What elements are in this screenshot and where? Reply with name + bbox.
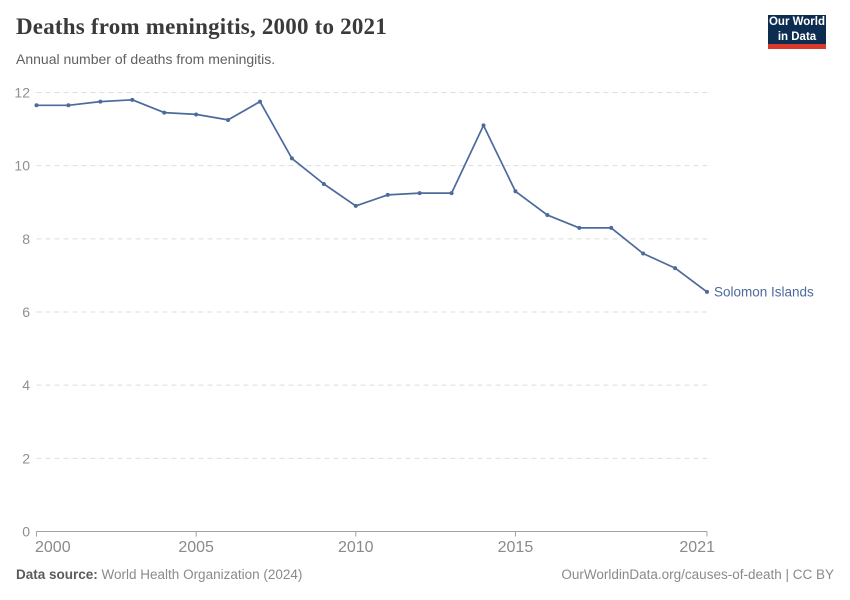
data-point[interactable] — [641, 251, 646, 256]
series-label[interactable]: Solomon Islands — [714, 284, 814, 299]
data-line[interactable] — [35, 98, 708, 293]
data-point[interactable] — [545, 213, 550, 218]
data-point[interactable] — [130, 97, 135, 102]
data-point[interactable] — [258, 99, 262, 104]
data-point[interactable] — [609, 225, 614, 230]
data-source-note: Data source: World Health Organization (… — [16, 567, 302, 582]
data-point[interactable] — [321, 181, 326, 186]
data-point[interactable] — [705, 289, 709, 294]
y-tick-label: 0 — [22, 524, 30, 540]
x-tick-label: 2000 — [35, 539, 71, 556]
data-point[interactable] — [577, 225, 582, 230]
data-point[interactable] — [481, 123, 486, 128]
data-point[interactable] — [673, 266, 678, 271]
data-source-label: Data source: — [16, 567, 98, 582]
x-tick-label: 2021 — [679, 539, 715, 556]
x-tick-label: 2015 — [498, 539, 534, 556]
data-point[interactable] — [449, 191, 454, 196]
x-tick-label: 2010 — [338, 539, 374, 556]
y-tick-label: 2 — [22, 450, 30, 466]
owid-logo-line2: in Data — [777, 30, 817, 43]
y-tick-label: 10 — [14, 158, 30, 174]
x-tick-label: 2005 — [178, 539, 214, 556]
data-point[interactable] — [98, 99, 103, 104]
data-source-value: World Health Organization (2024) — [97, 567, 303, 582]
data-point[interactable] — [194, 112, 199, 117]
y-tick-label: 6 — [22, 304, 30, 320]
y-tick-label: 8 — [22, 231, 30, 247]
data-point[interactable] — [162, 110, 167, 115]
data-point[interactable] — [289, 156, 294, 161]
data-point[interactable] — [226, 117, 231, 122]
owid-logo-line1: Our World — [768, 16, 825, 29]
data-point[interactable] — [353, 203, 358, 208]
data-point[interactable] — [513, 189, 518, 194]
data-point[interactable] — [34, 103, 39, 108]
credit-link[interactable]: OurWorldinData.org/causes-of-death | CC … — [561, 567, 834, 582]
chart-footer: Data source: World Health Organization (… — [0, 567, 850, 582]
owid-logo[interactable]: Our World in Data — [768, 15, 826, 49]
y-tick-label: 12 — [14, 85, 30, 101]
data-point[interactable] — [66, 103, 71, 108]
data-point[interactable] — [417, 191, 422, 196]
chart-title: Deaths from meningitis, 2000 to 2021 — [16, 14, 387, 39]
y-tick-label: 4 — [22, 377, 30, 393]
data-point[interactable] — [385, 192, 390, 197]
chart-subtitle: Annual number of deaths from meningitis. — [16, 51, 276, 67]
